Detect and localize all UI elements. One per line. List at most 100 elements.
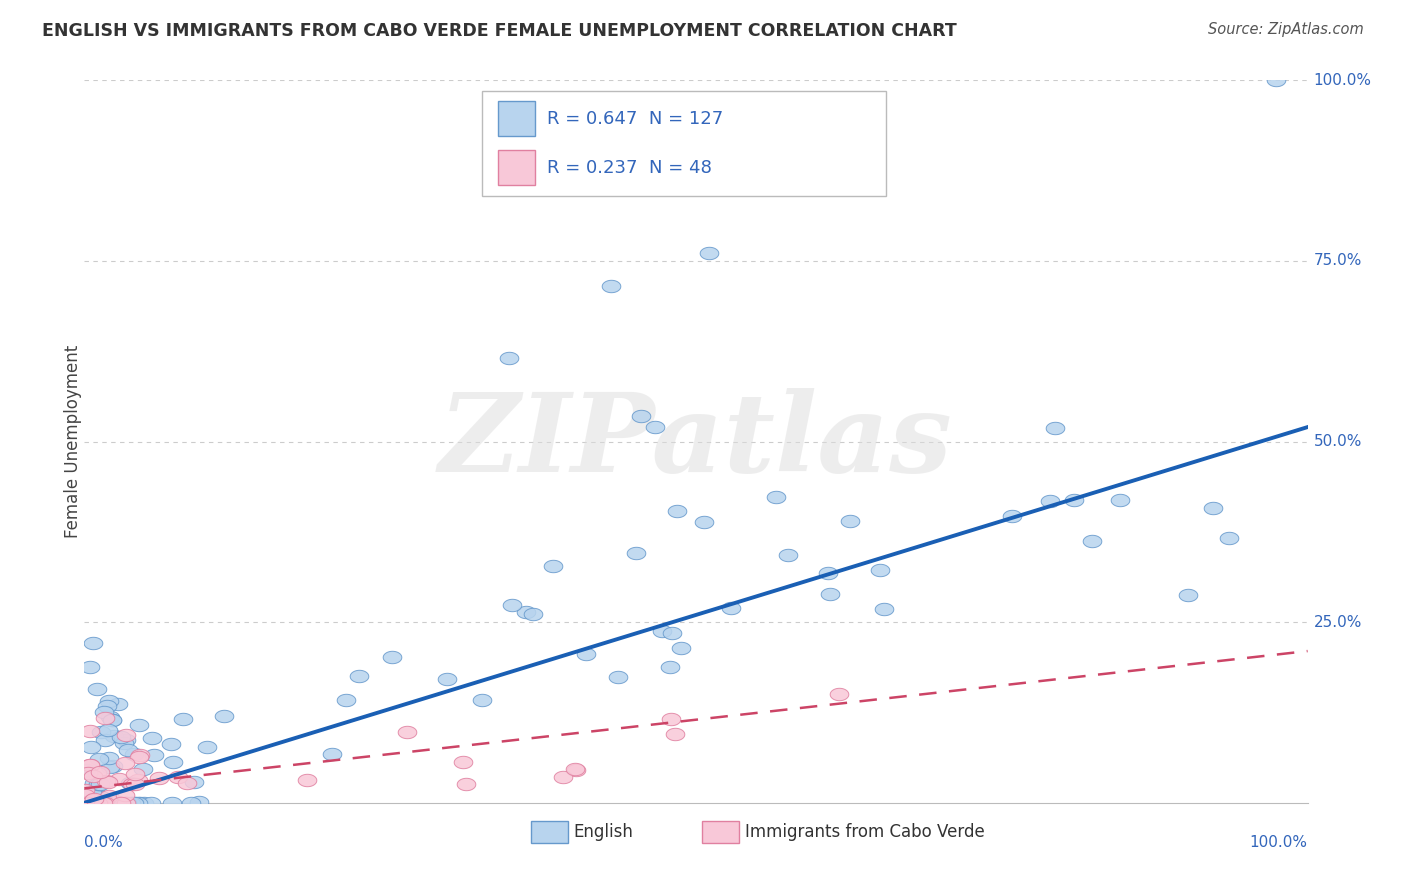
Point xyxy=(183,775,205,789)
Point xyxy=(93,733,115,747)
Point xyxy=(114,796,136,810)
Point xyxy=(522,607,544,621)
Point xyxy=(436,672,458,686)
Point xyxy=(77,796,100,810)
Point xyxy=(180,796,202,810)
Point xyxy=(869,562,891,576)
Point xyxy=(661,625,683,640)
Point xyxy=(162,755,184,769)
Point xyxy=(79,758,101,772)
Point xyxy=(666,504,689,518)
Point xyxy=(697,246,720,260)
Point xyxy=(86,796,108,810)
Text: ENGLISH VS IMMIGRANTS FROM CABO VERDE FEMALE UNEMPLOYMENT CORRELATION CHART: ENGLISH VS IMMIGRANTS FROM CABO VERDE FE… xyxy=(42,22,957,40)
FancyBboxPatch shape xyxy=(702,821,738,843)
Point xyxy=(76,766,98,780)
Point xyxy=(873,602,896,616)
Point xyxy=(90,725,112,739)
Point xyxy=(1063,492,1085,507)
Text: R = 0.647  N = 127: R = 0.647 N = 127 xyxy=(547,110,723,128)
Point xyxy=(100,713,122,727)
Point xyxy=(575,647,598,661)
Point xyxy=(127,772,149,787)
Point xyxy=(776,548,799,562)
Point xyxy=(471,692,494,706)
Point xyxy=(1080,533,1102,548)
Point xyxy=(96,796,118,810)
Point xyxy=(451,756,474,770)
Point xyxy=(139,796,162,810)
Point xyxy=(195,739,218,754)
Point xyxy=(501,598,523,612)
Point xyxy=(96,699,118,714)
Point xyxy=(120,796,142,810)
Point xyxy=(86,681,108,696)
Point xyxy=(132,762,155,776)
Text: Immigrants from Cabo Verde: Immigrants from Cabo Verde xyxy=(745,822,984,840)
Point xyxy=(98,709,121,723)
Point xyxy=(79,796,101,810)
Point xyxy=(1202,501,1225,516)
Point xyxy=(79,660,101,674)
FancyBboxPatch shape xyxy=(498,101,534,136)
Point xyxy=(115,796,138,810)
Point xyxy=(295,773,318,788)
Point xyxy=(172,712,194,726)
Point xyxy=(101,759,124,773)
Point xyxy=(564,762,586,776)
Point xyxy=(105,795,128,809)
Point xyxy=(79,723,101,738)
Point xyxy=(122,796,145,810)
Point xyxy=(659,712,682,726)
Point xyxy=(664,726,686,740)
Point xyxy=(817,566,839,581)
Point xyxy=(765,490,787,504)
Point xyxy=(141,731,163,746)
Point xyxy=(94,796,117,810)
Point xyxy=(80,786,103,800)
Point xyxy=(121,777,143,791)
Point xyxy=(720,601,742,615)
Point xyxy=(1177,588,1199,602)
Point xyxy=(1218,531,1240,545)
Point xyxy=(1109,493,1132,508)
Point xyxy=(129,747,152,762)
Point xyxy=(117,743,139,757)
Point xyxy=(82,636,104,650)
FancyBboxPatch shape xyxy=(531,821,568,843)
Point xyxy=(128,749,150,764)
Point xyxy=(87,777,110,791)
Point xyxy=(107,697,129,711)
Point xyxy=(87,796,110,810)
Point xyxy=(335,693,357,707)
Point xyxy=(132,796,155,810)
Point xyxy=(105,796,128,810)
FancyBboxPatch shape xyxy=(482,91,886,196)
Point xyxy=(76,796,98,810)
Point xyxy=(96,796,118,810)
Point xyxy=(76,796,98,810)
Point xyxy=(87,796,110,810)
Text: Source: ZipAtlas.com: Source: ZipAtlas.com xyxy=(1208,22,1364,37)
Point xyxy=(89,796,111,810)
Point xyxy=(553,770,575,784)
Point xyxy=(114,728,136,742)
Point xyxy=(98,760,121,774)
Point xyxy=(107,772,129,787)
Point xyxy=(124,796,146,810)
Text: 25.0%: 25.0% xyxy=(1313,615,1362,630)
Point xyxy=(347,669,370,683)
Text: R = 0.237  N = 48: R = 0.237 N = 48 xyxy=(547,159,711,177)
Point xyxy=(97,789,120,804)
Point xyxy=(83,796,105,810)
Point xyxy=(103,730,125,744)
Point xyxy=(600,278,623,293)
Text: 50.0%: 50.0% xyxy=(1313,434,1362,449)
Point xyxy=(79,757,101,772)
Point xyxy=(114,756,136,770)
Point xyxy=(644,419,666,434)
Point xyxy=(166,770,188,784)
Point xyxy=(97,751,120,765)
Point xyxy=(83,775,105,789)
Point xyxy=(96,774,118,789)
